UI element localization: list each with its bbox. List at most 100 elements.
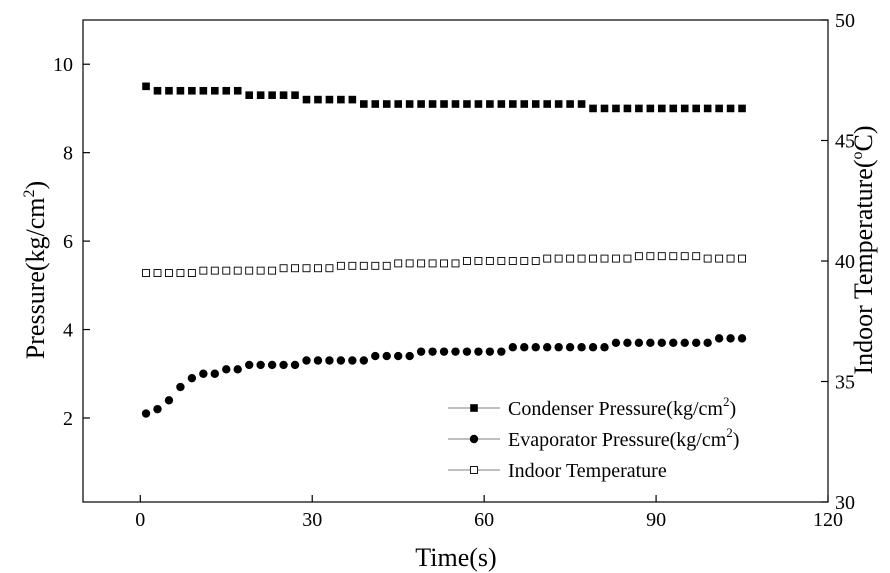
- legend-marker: [470, 404, 478, 412]
- data-point: [715, 104, 723, 113]
- data-point: [325, 95, 334, 104]
- data-point: [451, 259, 460, 268]
- data-point: [359, 261, 368, 270]
- data-point: [405, 351, 414, 361]
- data-point: [531, 343, 540, 352]
- left-y-tick-label: 4: [63, 320, 73, 342]
- legend: Condenser Pressure(kg/cm2) Evaporator Pre…: [448, 394, 739, 482]
- data-point: [325, 264, 334, 273]
- data-point: [187, 373, 197, 383]
- data-point: [657, 252, 666, 261]
- right-y-tick-label: 40: [835, 251, 855, 273]
- data-point: [497, 347, 506, 356]
- data-point: [463, 257, 471, 265]
- data-point: [714, 334, 724, 343]
- data-point: [738, 254, 746, 263]
- data-point: [336, 356, 346, 365]
- data-point: [371, 351, 380, 361]
- data-point: [691, 338, 701, 348]
- right-y-tick-label: 30: [835, 492, 855, 514]
- data-point: [520, 257, 529, 265]
- data-point: [531, 257, 540, 265]
- data-point: [646, 104, 655, 113]
- data-point: [222, 365, 231, 374]
- data-point: [199, 266, 208, 275]
- data-point: [268, 266, 277, 275]
- data-point: [554, 343, 563, 352]
- data-point: [348, 261, 357, 270]
- data-point: [267, 360, 277, 370]
- data-point: [463, 100, 471, 108]
- legend-item: Indoor Temperature: [448, 460, 667, 482]
- data-point: [531, 100, 540, 108]
- data-point: [600, 343, 609, 352]
- data-point: [600, 254, 609, 263]
- data-point: [371, 100, 380, 108]
- data-point: [474, 347, 483, 356]
- data-point: [577, 254, 586, 263]
- data-point: [302, 95, 311, 104]
- data-point: [474, 257, 483, 265]
- data-point: [336, 261, 345, 270]
- data-point: [565, 343, 575, 352]
- x-tick-label: 120: [813, 509, 843, 531]
- data-point: [256, 266, 265, 275]
- data-point: [577, 343, 586, 352]
- data-point: [141, 409, 151, 418]
- x-axis-title: Time(s): [415, 543, 496, 572]
- data-point: [623, 338, 632, 348]
- data-point: [566, 100, 574, 108]
- data-point: [588, 343, 598, 352]
- data-point: [634, 252, 643, 261]
- data-point: [669, 104, 678, 113]
- data-point: [199, 369, 208, 378]
- right-y-axis-title-main: Indoor Temperature(: [849, 160, 878, 375]
- data-point: [485, 257, 494, 265]
- data-point: [222, 266, 231, 275]
- data-point: [302, 356, 311, 365]
- right-y-tick-label: 35: [835, 372, 855, 394]
- left-y-tick-label: 6: [63, 231, 73, 253]
- data-point: [428, 259, 437, 268]
- data-point: [440, 100, 448, 108]
- data-point: [291, 91, 299, 99]
- data-point: [176, 86, 185, 95]
- data-point: [187, 269, 196, 277]
- series-2: [141, 334, 747, 418]
- data-point: [451, 347, 460, 356]
- left-y-axis-title-sup: 2: [21, 189, 38, 197]
- data-point: [244, 360, 254, 370]
- data-point: [680, 104, 689, 113]
- data-point: [543, 254, 552, 263]
- data-point: [256, 360, 265, 370]
- data-point: [313, 356, 323, 365]
- data-point: [188, 86, 196, 95]
- data-point: [165, 86, 173, 95]
- data-point: [325, 356, 334, 365]
- data-point: [279, 91, 288, 99]
- data-point: [566, 254, 575, 263]
- data-point: [703, 104, 712, 113]
- data-point: [440, 259, 448, 268]
- legend-label: Evaporator Pressure(kg/cm2): [508, 425, 739, 451]
- data-point: [657, 338, 667, 348]
- data-point: [382, 100, 391, 108]
- data-point: [176, 382, 185, 392]
- data-point: [439, 347, 449, 356]
- data-point: [692, 252, 701, 261]
- data-point: [600, 104, 609, 113]
- data-point: [680, 338, 689, 348]
- data-point: [153, 86, 162, 95]
- data-point: [738, 104, 746, 113]
- data-point: [394, 100, 402, 108]
- data-point: [623, 104, 632, 113]
- legend-label: Condenser Pressure(kg/cm2): [508, 394, 736, 420]
- data-point: [142, 269, 150, 277]
- left-y-axis-title: Pressure(kg/cm2): [21, 181, 50, 359]
- data-point: [164, 396, 174, 405]
- data-point: [612, 104, 620, 113]
- data-point: [554, 254, 563, 263]
- x-tick-label: 90: [646, 509, 666, 531]
- right-y-tick-label: 50: [835, 10, 855, 32]
- data-point: [417, 259, 426, 268]
